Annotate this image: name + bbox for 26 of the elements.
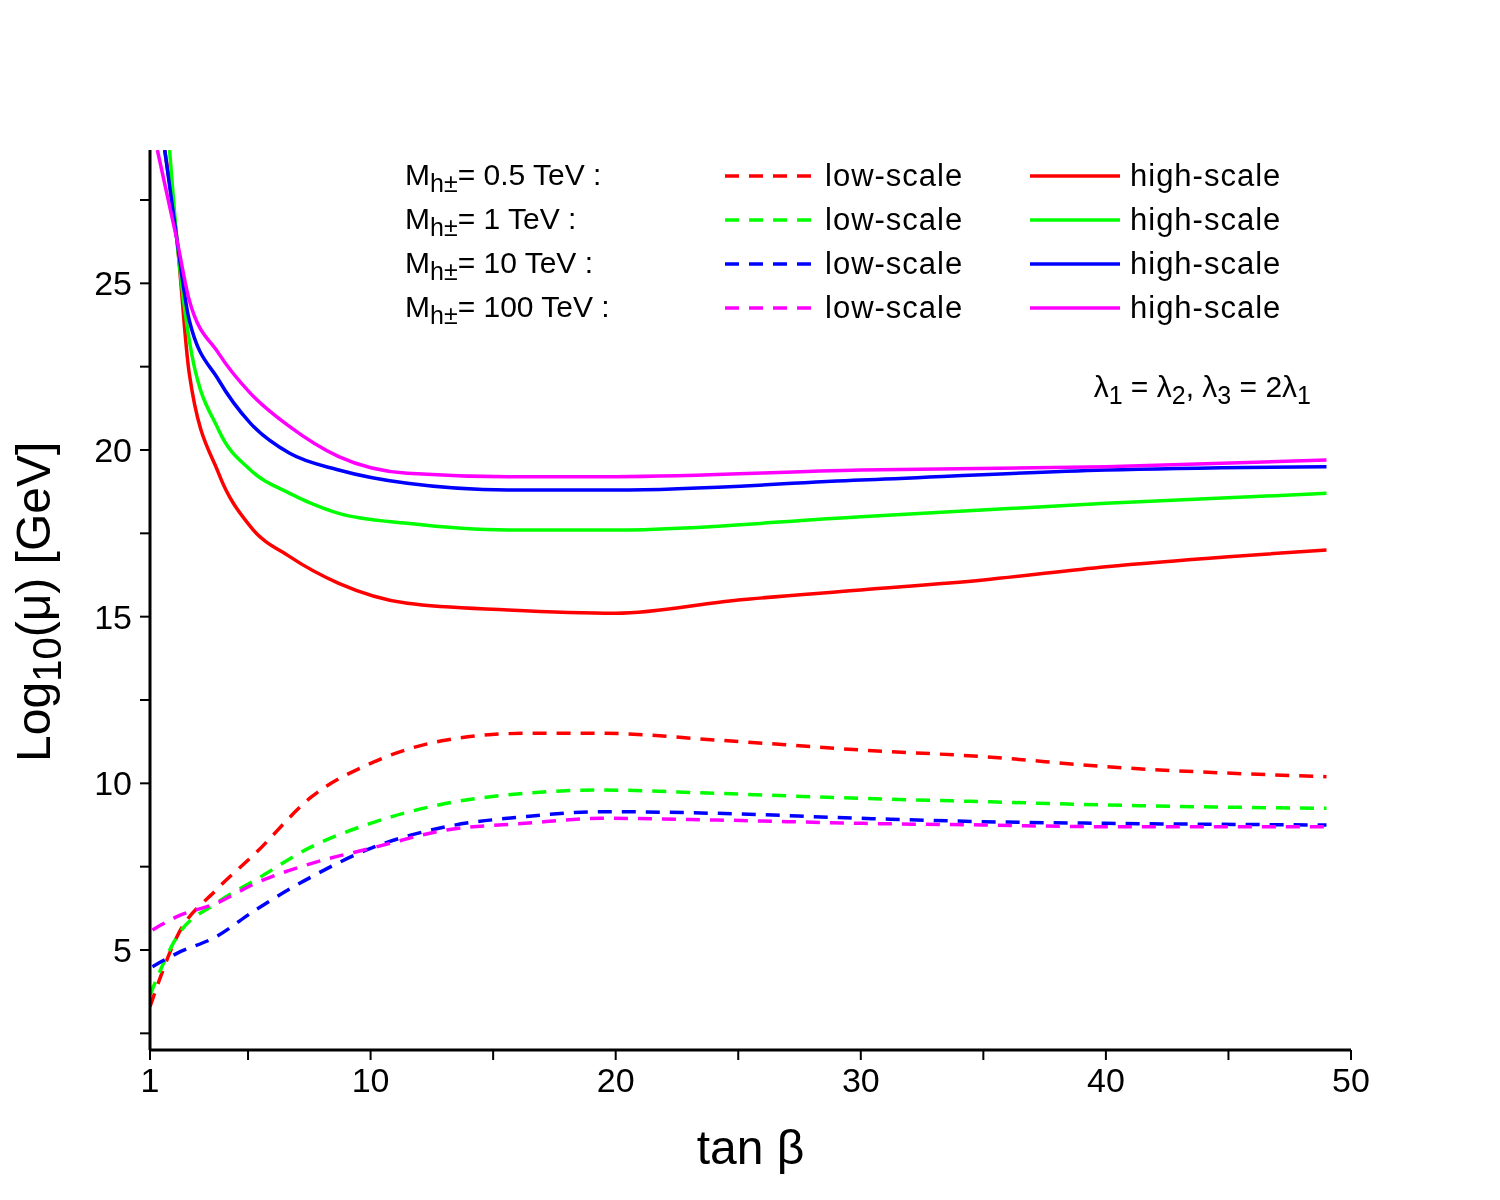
line-series — [150, 809, 1329, 969]
annotation: M$_{h±}$= 0.5 TeV : — [405, 158, 602, 198]
legend-label: low-scale — [825, 246, 964, 282]
legend-label: low-scale — [825, 202, 964, 238]
legend-label: high-scale — [1130, 202, 1282, 238]
legend-label: high-scale — [1130, 290, 1282, 326]
y-tick-label: 25 — [94, 264, 132, 303]
annotation: M$_{h±}$= 10 TeV : — [405, 246, 594, 286]
x-tick-label: 10 — [351, 1061, 390, 1100]
x-tick-label: 1 — [140, 1061, 160, 1100]
annotation: λ$_{1}$ = λ$_{2}$, λ$_{3}$ = 2λ$_{1}$ — [1093, 370, 1311, 410]
y-tick-label: 20 — [94, 431, 132, 470]
x-tick-label: 20 — [596, 1061, 635, 1100]
y-tick-label: 10 — [94, 764, 132, 803]
annotation: M$_{h±}$= 100 TeV : — [405, 290, 610, 330]
y-tick-label: 15 — [94, 597, 132, 636]
legend-label: low-scale — [825, 158, 964, 194]
x-axis-title: tan β — [695, 1120, 806, 1175]
x-tick-label: 40 — [1086, 1061, 1125, 1100]
annotation: M$_{h±}$= 1 TeV : — [405, 202, 577, 242]
y-tick-label: 5 — [113, 931, 132, 970]
legend-label: high-scale — [1130, 246, 1282, 282]
x-tick-label: 50 — [1332, 1061, 1370, 1100]
legend-label: high-scale — [1130, 158, 1282, 194]
legend-label: low-scale — [825, 290, 964, 326]
x-tick-label: 30 — [841, 1061, 880, 1100]
